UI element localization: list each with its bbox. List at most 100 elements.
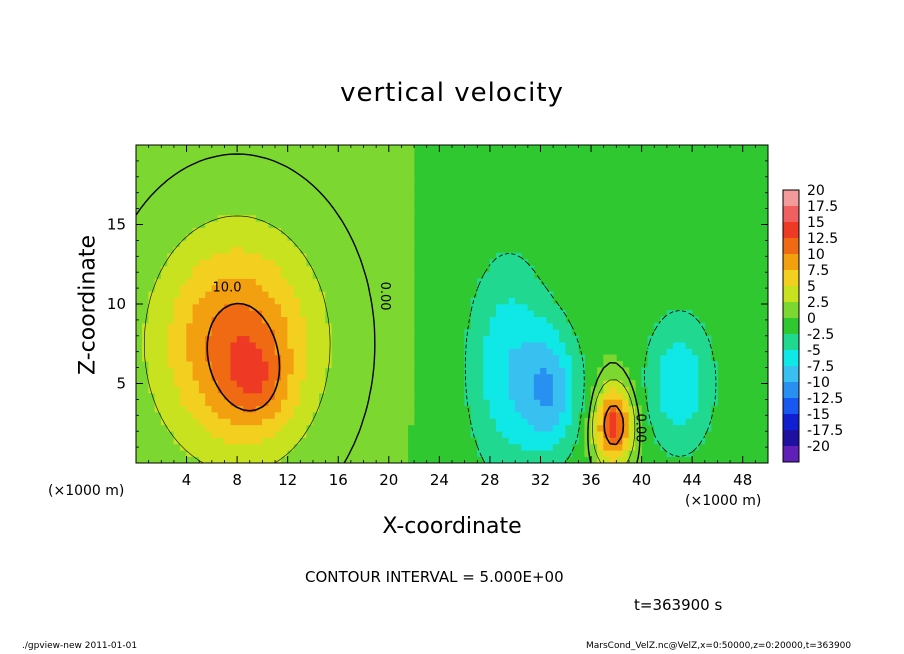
heatmap-cell bbox=[268, 449, 276, 457]
heatmap-cell bbox=[230, 145, 238, 152]
heatmap-cell bbox=[502, 456, 510, 463]
heatmap-cell bbox=[306, 157, 314, 165]
heatmap-cell bbox=[603, 418, 611, 426]
heatmap-cell bbox=[136, 443, 143, 451]
heatmap-cell bbox=[609, 354, 617, 362]
heatmap-cell bbox=[470, 348, 478, 356]
heatmap-cell bbox=[672, 424, 680, 432]
heatmap-cell bbox=[186, 373, 194, 381]
heatmap-cell bbox=[281, 449, 288, 457]
heatmap-cell bbox=[660, 316, 668, 324]
heatmap-cell bbox=[173, 195, 181, 203]
heatmap-cell bbox=[356, 233, 364, 241]
heatmap-cell bbox=[363, 265, 371, 273]
heatmap-cell bbox=[179, 233, 187, 241]
heatmap-cell bbox=[394, 354, 402, 362]
heatmap-cell bbox=[603, 392, 611, 400]
heatmap-cell bbox=[363, 297, 371, 305]
heatmap-cell bbox=[660, 322, 668, 330]
heatmap-cell bbox=[628, 430, 636, 438]
heatmap-cell bbox=[300, 201, 307, 209]
heatmap-cell bbox=[616, 424, 623, 432]
heatmap-cell bbox=[375, 145, 383, 152]
heatmap-cell bbox=[148, 367, 156, 375]
heatmap-cell bbox=[198, 221, 206, 228]
heatmap-cell bbox=[268, 259, 276, 267]
heatmap-cell bbox=[268, 405, 276, 413]
heatmap-cell bbox=[388, 437, 396, 445]
heatmap-cell bbox=[142, 456, 149, 463]
heatmap-cell bbox=[224, 399, 232, 407]
heatmap-cell bbox=[559, 348, 567, 356]
heatmap-cell bbox=[268, 411, 276, 419]
heatmap-cell bbox=[571, 354, 579, 362]
heatmap-cell bbox=[255, 221, 263, 228]
heatmap-cell bbox=[179, 449, 187, 457]
heatmap-cell bbox=[489, 322, 497, 330]
heatmap-cell bbox=[476, 399, 484, 407]
heatmap-cell bbox=[262, 424, 270, 432]
heatmap-cell bbox=[274, 157, 282, 165]
heatmap-cell bbox=[136, 201, 143, 209]
heatmap-cell bbox=[160, 189, 168, 197]
heatmap-cell bbox=[268, 221, 276, 228]
heatmap-cell bbox=[312, 252, 320, 260]
heatmap-cell bbox=[565, 399, 573, 407]
heatmap-cell bbox=[300, 329, 307, 337]
heatmap-cell bbox=[622, 456, 630, 463]
colorbar-swatch bbox=[783, 238, 799, 255]
heatmap-cell bbox=[660, 348, 668, 356]
heatmap-cell bbox=[495, 424, 503, 432]
heatmap-cell bbox=[514, 367, 522, 375]
heatmap-cell bbox=[192, 278, 200, 286]
heatmap-cell bbox=[476, 348, 484, 356]
heatmap-cell bbox=[281, 430, 288, 438]
heatmap-cell bbox=[350, 195, 358, 203]
heatmap-cell bbox=[224, 163, 232, 171]
heatmap-cell bbox=[704, 392, 712, 400]
heatmap-cell bbox=[331, 437, 339, 445]
heatmap-cell bbox=[356, 201, 364, 209]
heatmap-cell bbox=[647, 386, 655, 394]
heatmap-cell bbox=[375, 373, 383, 381]
heatmap-cell bbox=[388, 386, 396, 394]
heatmap-cell bbox=[622, 430, 630, 438]
heatmap-cell bbox=[672, 316, 680, 324]
colorbar-label: -12.5 bbox=[807, 391, 843, 407]
heatmap-cell bbox=[502, 271, 510, 279]
heatmap-cell bbox=[318, 456, 326, 463]
heatmap-cell bbox=[262, 233, 270, 241]
heatmap-cell bbox=[281, 411, 288, 419]
heatmap-cell bbox=[274, 145, 282, 152]
heatmap-cell bbox=[565, 380, 573, 387]
heatmap-cell bbox=[142, 208, 149, 216]
heatmap-cell bbox=[590, 430, 598, 438]
heatmap-cell bbox=[666, 380, 674, 387]
heatmap-cell bbox=[375, 290, 383, 298]
heatmap-cell bbox=[369, 176, 377, 184]
heatmap-cell bbox=[552, 329, 560, 337]
heatmap-cell bbox=[691, 424, 699, 432]
heatmap-cell bbox=[217, 252, 225, 260]
heatmap-cell bbox=[609, 418, 617, 426]
heatmap-cell bbox=[173, 449, 181, 457]
heatmap-cell bbox=[672, 341, 680, 349]
heatmap-cell bbox=[502, 252, 510, 260]
heatmap-cell bbox=[217, 163, 225, 171]
heatmap-cell bbox=[287, 259, 295, 267]
heatmap-cell bbox=[243, 310, 251, 318]
heatmap-cell bbox=[167, 221, 175, 228]
heatmap-cell bbox=[514, 297, 522, 305]
heatmap-cell bbox=[369, 354, 377, 362]
heatmap-cell bbox=[350, 367, 358, 375]
heatmap-cell bbox=[546, 386, 554, 394]
heatmap-cell bbox=[476, 322, 484, 330]
heatmap-cell bbox=[142, 176, 149, 184]
heatmap-cell bbox=[230, 182, 238, 190]
heatmap-cell bbox=[148, 246, 156, 254]
heatmap-cell bbox=[198, 227, 206, 235]
heatmap-cell bbox=[514, 373, 522, 381]
heatmap-cell bbox=[167, 297, 175, 305]
heatmap-cell bbox=[262, 214, 270, 222]
heatmap-cell bbox=[142, 145, 149, 152]
